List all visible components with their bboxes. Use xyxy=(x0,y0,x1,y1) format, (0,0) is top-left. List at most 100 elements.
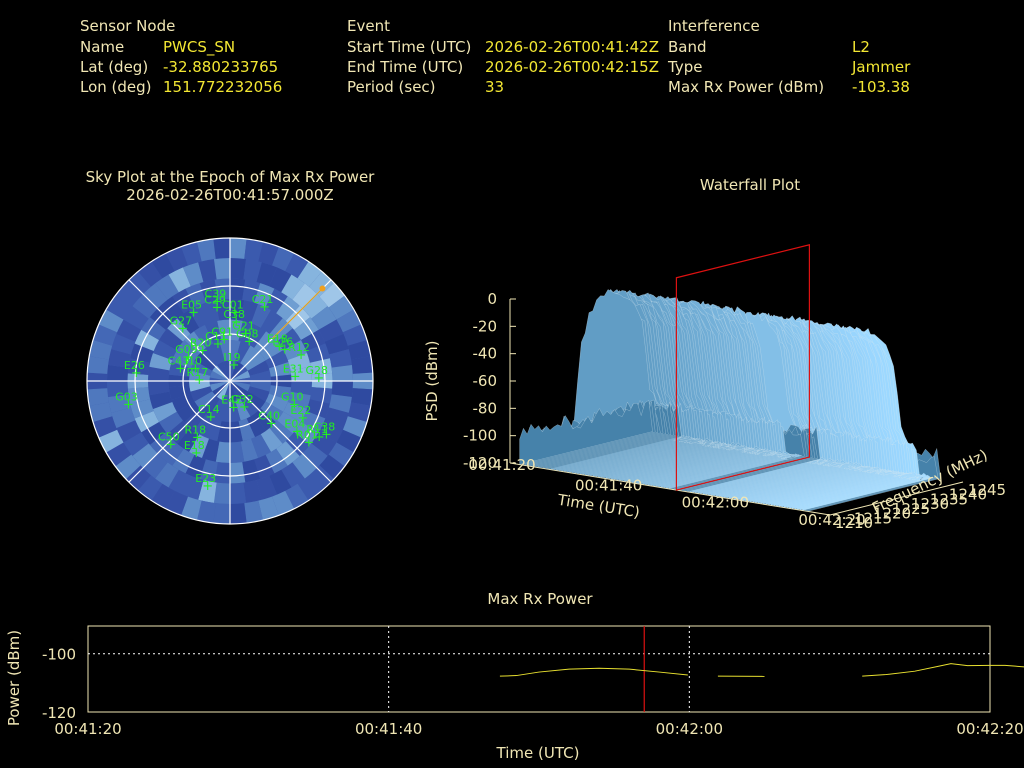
sky-cell xyxy=(194,352,216,371)
satellite-label: C29 xyxy=(204,294,226,307)
sky-cell xyxy=(219,340,230,362)
satellite-label: G27 xyxy=(170,315,193,328)
waterfall-strip xyxy=(519,400,653,465)
sky-cell xyxy=(301,329,326,352)
sky-cell xyxy=(149,391,173,410)
sky-cell xyxy=(329,349,352,368)
sky-cell xyxy=(216,361,230,381)
satellite-label: E31 xyxy=(283,362,304,375)
event-period-value: 33 xyxy=(485,78,505,96)
sky-cell xyxy=(235,398,251,421)
sky-cell xyxy=(201,438,220,462)
psd-tick-label: -120 xyxy=(463,454,497,472)
psd-tick-label: -100 xyxy=(463,427,497,445)
frequency-tick-label: 1215 xyxy=(854,509,892,527)
sky-cell xyxy=(324,333,349,355)
sky-cell xyxy=(222,381,230,402)
sky-cell xyxy=(268,385,292,401)
sky-cell xyxy=(209,370,230,381)
sky-cell xyxy=(171,350,195,369)
satellite-label: C91 xyxy=(211,326,233,339)
sky-cell xyxy=(213,258,230,280)
frequency-tick-label: 1235 xyxy=(930,490,968,508)
sky-cell xyxy=(260,309,283,334)
satellite-marker: + xyxy=(219,333,230,348)
sky-cell xyxy=(347,402,371,423)
sky-cell xyxy=(215,441,230,463)
satellite-marker: + xyxy=(123,397,134,412)
sky-cell xyxy=(230,421,243,443)
sky-cell xyxy=(123,306,149,330)
satellite-marker: + xyxy=(266,417,277,432)
sky-cell xyxy=(256,262,278,287)
sky-cell xyxy=(125,271,151,297)
interferer-bearing-line xyxy=(272,288,323,339)
frequency-tick-label: 1225 xyxy=(892,500,930,518)
sky-cell xyxy=(130,343,154,363)
sky-cell xyxy=(165,490,188,516)
satellite-label: E05 xyxy=(181,298,202,311)
waterfall-surface xyxy=(519,288,941,512)
event-period-label: Period (sec) xyxy=(347,78,436,96)
sky-cell xyxy=(246,324,267,348)
satellite-label: E26 xyxy=(124,359,145,372)
sensor-lat-label: Lat (deg) xyxy=(80,58,149,76)
sky-cell xyxy=(309,387,333,404)
sky-cell xyxy=(230,381,238,402)
sky-cell xyxy=(294,422,319,445)
sky-cell xyxy=(155,274,179,300)
sky-cell xyxy=(165,246,188,272)
satellite-marker: + xyxy=(279,342,290,357)
sky-cell xyxy=(306,343,330,363)
frequency-tick-label: 1210 xyxy=(835,514,873,532)
sky-cell xyxy=(168,361,192,377)
sky-cell xyxy=(292,283,317,309)
sky-cell xyxy=(242,279,261,303)
sky-cell xyxy=(302,294,328,319)
satellite-label: C38 xyxy=(223,308,245,321)
sky-cell xyxy=(213,482,230,504)
power-tick-label: -100 xyxy=(42,646,76,664)
satellite-marker: + xyxy=(296,348,307,363)
sky-cell xyxy=(230,238,247,259)
sky-cell xyxy=(115,454,141,480)
power-trace xyxy=(862,663,1024,677)
sky-cell xyxy=(134,329,159,352)
sky-plot-title: Sky Plot at the Epoch of Max Rx Power xyxy=(85,168,375,186)
sky-cell xyxy=(254,454,275,479)
sky-cell xyxy=(181,241,202,266)
sky-cell xyxy=(272,490,295,516)
sky-cell xyxy=(197,238,216,262)
satellite-label: E22 xyxy=(290,404,311,417)
satellite-label: C50 xyxy=(158,430,180,443)
sky-cell xyxy=(297,475,322,501)
sky-cell xyxy=(185,454,206,479)
sky-cell xyxy=(235,341,251,364)
sky-cell xyxy=(247,386,270,402)
sky-cell xyxy=(190,360,213,376)
line-title: Max Rx Power xyxy=(487,590,593,608)
sky-cell xyxy=(265,393,289,412)
sky-cell xyxy=(240,395,259,417)
sky-cell xyxy=(177,309,200,334)
satellite-marker: + xyxy=(212,301,223,316)
sky-cell xyxy=(309,271,335,297)
satellite-marker: + xyxy=(291,424,302,439)
sky-cell xyxy=(342,324,367,346)
satellite-label: R18 xyxy=(184,424,206,437)
sky-cell xyxy=(230,340,241,362)
sky-cell xyxy=(148,381,170,396)
sky-cell xyxy=(134,410,159,433)
satellite-marker: + xyxy=(177,322,188,337)
satellite-label: I19 xyxy=(223,351,240,364)
sky-cell xyxy=(198,480,217,503)
sky-cell xyxy=(219,400,230,422)
satellite-marker: + xyxy=(183,350,194,365)
sky-cell xyxy=(260,401,284,423)
waterfall-plot: 0 -20 -40 -60 -80 -100 -120 PSD (dBm) 00:41:20 00… xyxy=(423,243,1006,532)
sky-cell xyxy=(149,305,175,330)
sky-cell xyxy=(244,500,263,524)
sky-cell xyxy=(201,345,220,367)
sky-cell xyxy=(251,303,271,328)
